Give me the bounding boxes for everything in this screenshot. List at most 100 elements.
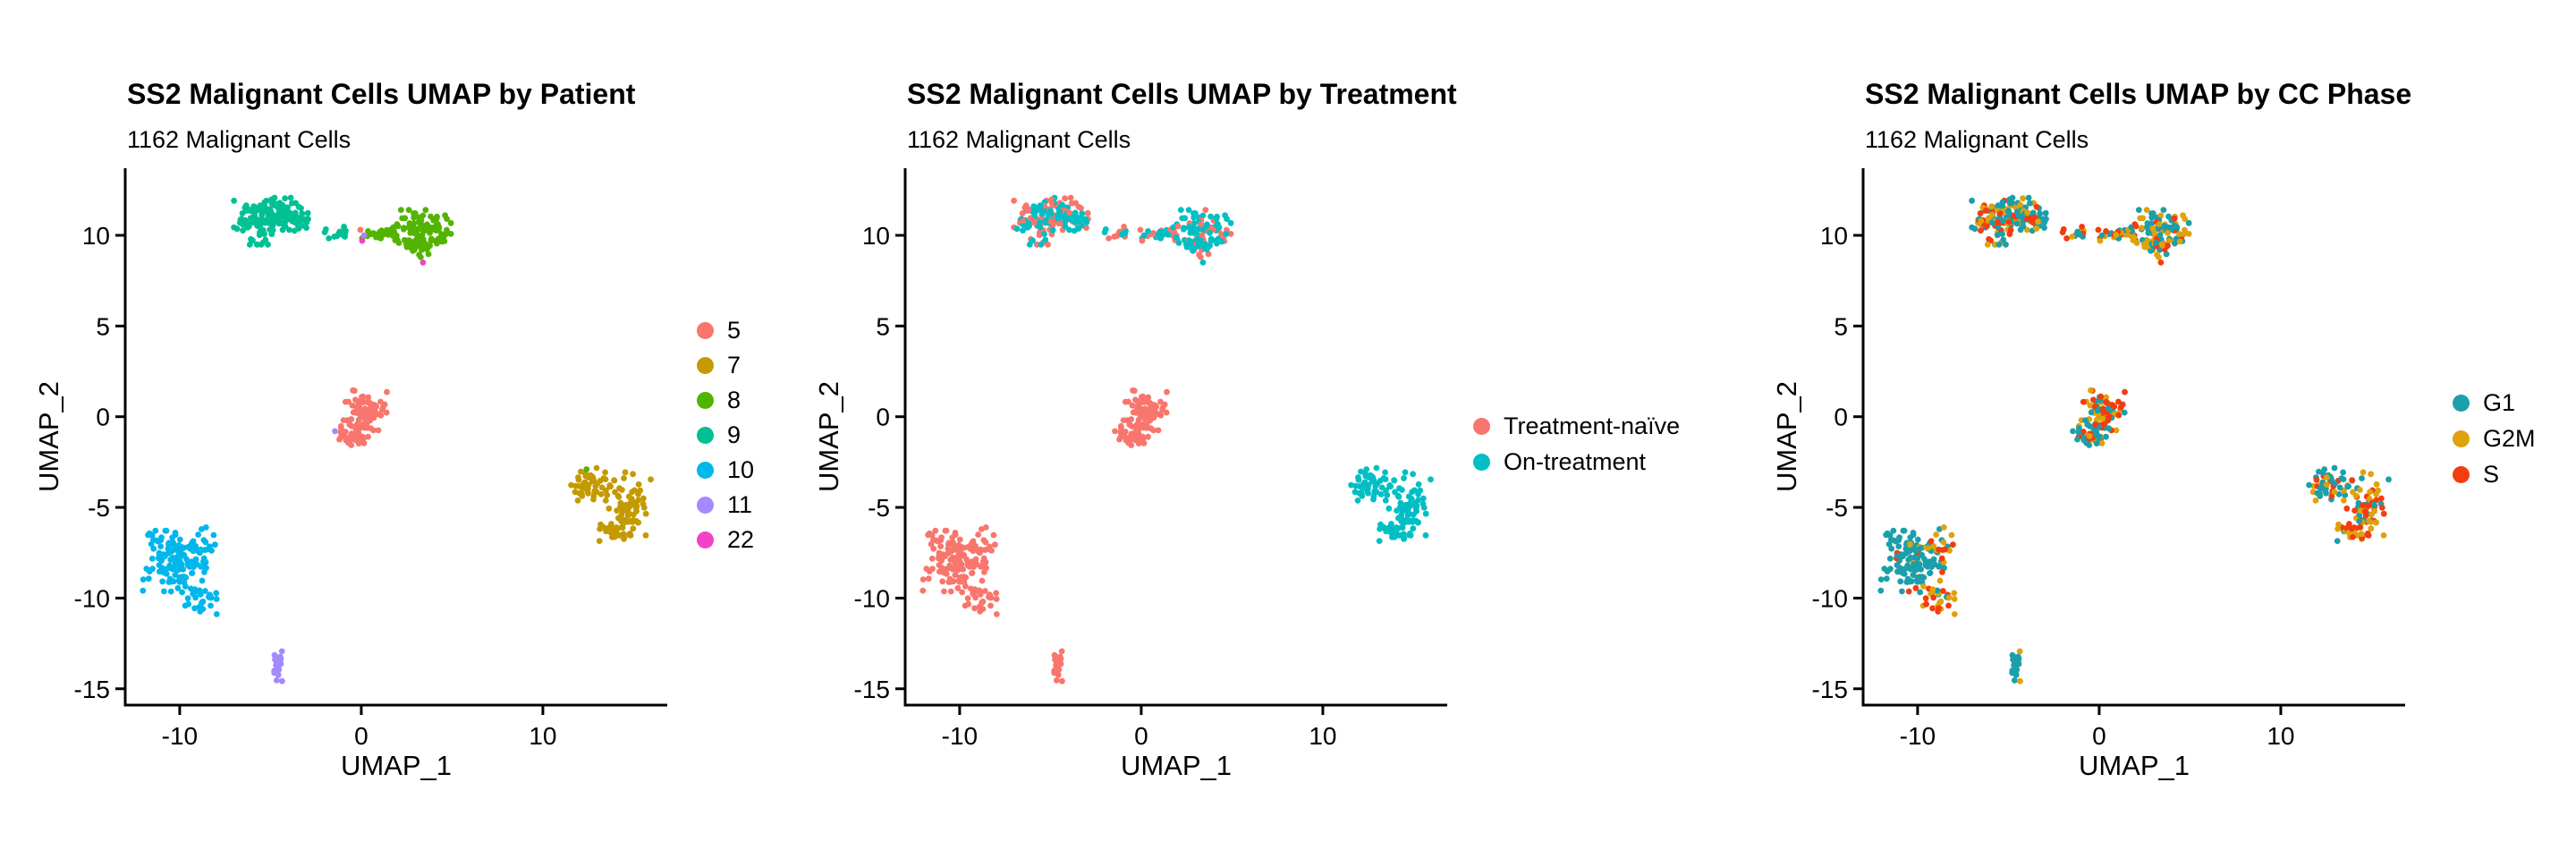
data-point <box>2023 216 2030 223</box>
data-point <box>928 540 935 548</box>
data-point <box>167 588 174 595</box>
data-point <box>1890 527 1897 534</box>
data-point <box>2370 501 2377 508</box>
data-point <box>1140 393 1147 400</box>
data-point <box>1391 477 1397 483</box>
data-point <box>273 677 280 684</box>
data-point <box>982 539 989 546</box>
data-point <box>1126 421 1133 428</box>
data-point <box>2027 200 2033 207</box>
data-point <box>150 545 157 552</box>
data-point <box>240 227 246 234</box>
data-point <box>624 512 631 519</box>
data-point <box>157 543 165 549</box>
data-point-stray <box>419 259 427 266</box>
data-point <box>2017 201 2024 208</box>
data-point-stray <box>1199 259 1207 266</box>
data-point <box>935 538 941 545</box>
x-tick-label: 10 <box>1309 722 1336 750</box>
legend-item: On-treatment <box>1473 444 1680 480</box>
data-point <box>937 543 945 549</box>
data-point <box>2335 491 2343 498</box>
data-point <box>1196 251 1202 259</box>
legend-swatch-icon <box>697 357 714 374</box>
legend-label: 5 <box>727 317 741 344</box>
data-point <box>1145 228 1151 234</box>
data-point <box>352 396 359 404</box>
data-point <box>1026 241 1033 248</box>
data-point <box>166 575 174 583</box>
data-point <box>1382 469 1388 476</box>
data-point <box>191 586 199 593</box>
data-point <box>1067 194 1074 201</box>
legend-item: 8 <box>697 383 754 418</box>
data-point <box>2035 218 2041 225</box>
data-point <box>2020 195 2027 202</box>
data-point <box>2033 225 2040 232</box>
data-point <box>393 234 400 241</box>
data-point <box>1181 225 1187 232</box>
data-point <box>348 442 355 448</box>
data-point <box>1066 209 1072 217</box>
data-point <box>2357 523 2363 531</box>
data-point <box>978 605 984 612</box>
data-point <box>1147 414 1154 421</box>
data-point <box>1409 489 1415 496</box>
data-point <box>2356 518 2363 524</box>
data-point <box>2357 487 2363 493</box>
data-point <box>1893 538 1899 545</box>
data-point <box>411 210 419 217</box>
data-point <box>1020 227 1026 234</box>
data-point <box>405 207 412 214</box>
y-tick-label: -10 <box>74 584 110 612</box>
data-point <box>2105 404 2112 412</box>
legend-item: G1 <box>2453 385 2536 421</box>
data-point <box>425 251 432 258</box>
data-point <box>202 524 209 531</box>
data-point <box>954 584 962 591</box>
data-point <box>1055 672 1062 678</box>
data-point <box>365 228 371 234</box>
data-point <box>262 236 269 243</box>
data-point <box>2345 483 2352 489</box>
data-point <box>987 602 994 609</box>
data-point <box>982 524 989 531</box>
legend-item: G2M <box>2453 421 2536 456</box>
data-point <box>1106 235 1112 242</box>
data-point <box>619 507 626 515</box>
y-tick-label: 0 <box>876 404 890 431</box>
data-point <box>1914 536 1921 543</box>
data-point <box>1914 574 1921 581</box>
data-point <box>2306 481 2313 489</box>
data-point <box>173 561 180 567</box>
data-point <box>213 596 220 602</box>
y-tick-label: 5 <box>1834 312 1848 340</box>
data-point <box>961 551 968 558</box>
data-point <box>2380 532 2387 539</box>
data-point <box>1888 545 1895 552</box>
data-point-stray <box>2097 237 2104 244</box>
data-point <box>629 489 635 496</box>
data-point <box>174 584 182 591</box>
data-point <box>2000 236 2007 243</box>
data-point <box>286 226 292 234</box>
data-point <box>941 588 947 595</box>
data-point <box>596 538 603 544</box>
data-point <box>2079 224 2086 230</box>
y-tick-label: -15 <box>1812 676 1848 703</box>
data-point <box>2098 439 2106 447</box>
panel2-yaxis-title: UMAP_2 <box>813 380 844 493</box>
data-point <box>2077 231 2083 238</box>
data-point <box>2185 231 2192 237</box>
data-point <box>208 602 214 609</box>
data-point <box>148 540 155 548</box>
data-point <box>1905 548 1912 555</box>
data-point-stray <box>2157 259 2165 266</box>
data-point <box>342 398 349 405</box>
data-point <box>2080 398 2087 405</box>
data-point <box>1102 225 1109 233</box>
data-point <box>2157 232 2164 239</box>
data-point <box>939 578 946 585</box>
data-point <box>1948 532 1955 539</box>
data-point <box>1984 223 1990 229</box>
